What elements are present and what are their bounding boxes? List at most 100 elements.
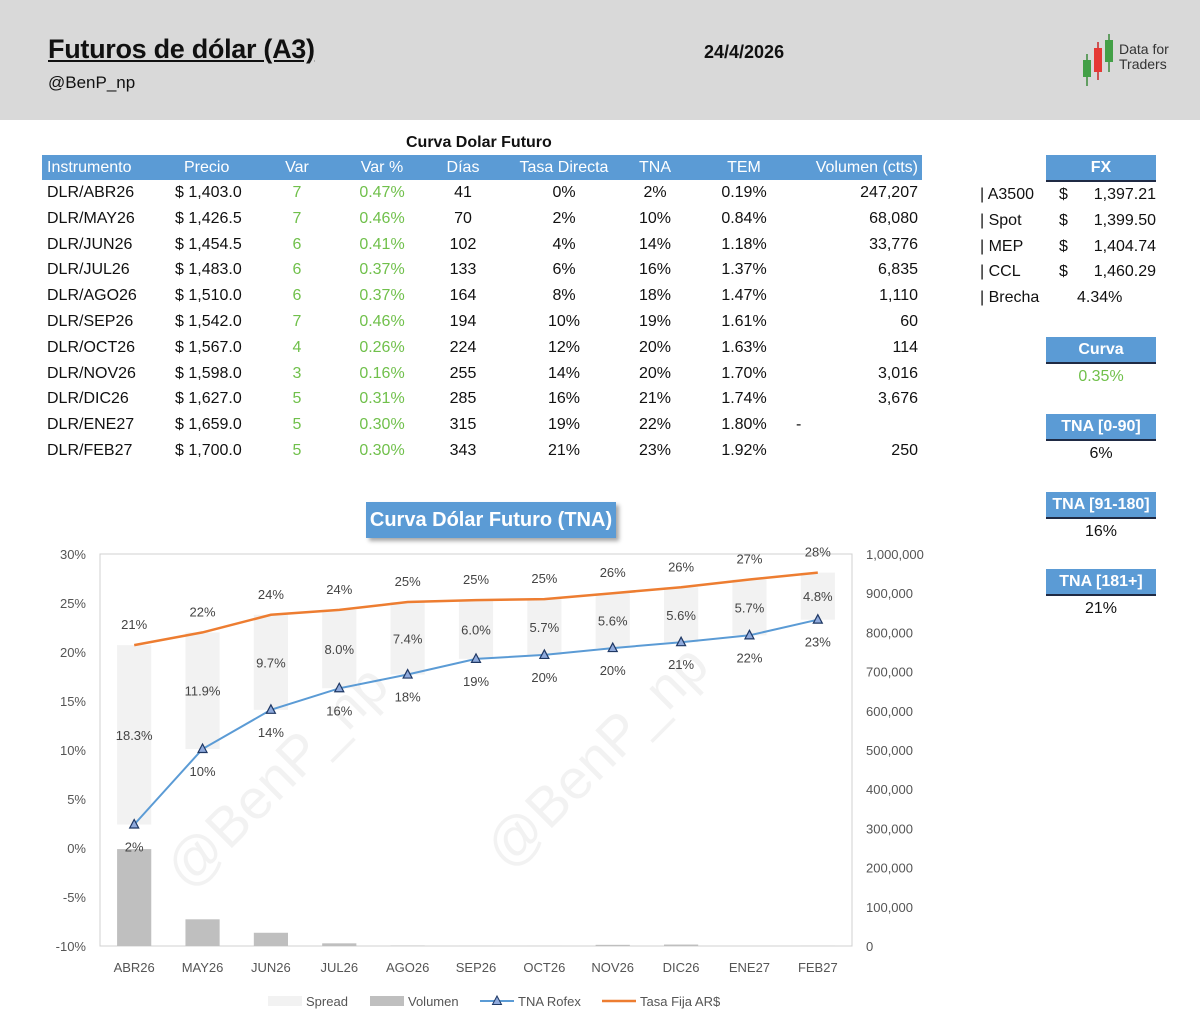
cell-var: 5 [292, 416, 302, 434]
tna-0-90-header: TNA [0-90] [1046, 414, 1156, 441]
cell-tna: 20% [638, 338, 672, 356]
cell-tasa-directa: 10% [547, 312, 581, 330]
cell-var-pct: 0.26% [359, 338, 405, 356]
tna-curve-chart: @BenP_np @BenP_np30%25%20%15%10%5%0%-5%-1… [56, 545, 924, 1009]
col-header-volumen: Volumen (ctts) [815, 159, 918, 176]
fx-header: FX [1046, 155, 1156, 182]
fx-row: | CCL $1,460.29 [980, 259, 1160, 285]
col-header-tasa-directa: Tasa Directa [519, 159, 609, 176]
cell-precio: $ 1,510.0 [175, 287, 242, 305]
candlestick-icon [1083, 34, 1113, 86]
cell-precio: $ 1,598.0 [175, 364, 242, 382]
cell-var: 6 [292, 287, 302, 305]
tna-rofex-point [743, 629, 755, 640]
spread-data-label: 11.9% [185, 684, 221, 699]
tna-rofex-point [470, 652, 482, 663]
cell-var: 6 [292, 235, 302, 253]
spread-data-label: 5.7% [530, 620, 560, 635]
cell-tasa-directa: 19% [547, 416, 581, 434]
legend-swatch-volumen [370, 996, 404, 1006]
fx-rows: | A3500 $1,397.21 | Spot $1,399.50 | MEP $1,4… [980, 182, 1160, 285]
cell-volumen: 3,676 [877, 390, 918, 408]
fx-panel: FX [1046, 155, 1156, 182]
tna-rofex-point [333, 681, 345, 693]
spread-bar [527, 599, 562, 655]
table-body: DLR/ABR26 $ 1,403.0 7 0.47% 41 0% 2% 0.19% 247,2… [42, 180, 922, 464]
page-title: Futuros de dólar (A3) [48, 34, 315, 64]
cell-precio: $ 1,627.0 [175, 390, 242, 408]
cell-tasa-directa: 14% [547, 364, 581, 382]
fx-value: 1,404.74 [1093, 237, 1156, 255]
fx-currency: $ [1059, 237, 1068, 255]
chart-title: Curva Dólar Futuro (TNA) [366, 502, 616, 538]
cell-tna: 20% [638, 364, 672, 382]
cell-var-pct: 0.37% [359, 287, 405, 305]
spread-bar [322, 609, 357, 689]
cell-tasa-directa: 0% [552, 184, 576, 201]
tna-91-180-header: TNA [91-180] [1046, 492, 1156, 519]
spread-data-label: 5.6% [598, 614, 628, 629]
cell-tasa-directa: 21% [547, 441, 581, 459]
x-tick-label: NOV26 [591, 960, 634, 975]
col-header-tem: TEM [727, 159, 761, 176]
table-row: DLR/JUL26 $ 1,483.0 6 0.37% 133 6% 16% 1.37% 6,8… [42, 257, 922, 283]
cell-var: 7 [292, 312, 302, 330]
cell-precio: $ 1,454.5 [175, 235, 242, 253]
cell-var-pct: 0.46% [359, 312, 405, 330]
tasa-fija-data-label: 27% [736, 551, 762, 566]
tasa-fija-data-label: 22% [190, 604, 216, 619]
y-right-tick-label: 800,000 [866, 625, 913, 640]
cell-var-pct: 0.46% [359, 209, 405, 227]
cell-var: 7 [292, 184, 302, 201]
tasa-fija-data-label: 25% [531, 571, 557, 586]
fx-name: | A3500 [980, 186, 1034, 203]
y-left-tick-label: 25% [60, 596, 86, 611]
cell-tem: 1.80% [721, 416, 767, 434]
header-banner: Futuros de dólar (A3) @BenP_np 24/4/2026… [0, 0, 1200, 120]
spread-bar [390, 602, 425, 675]
cell-volumen: 247,207 [860, 184, 918, 201]
y-right-tick-label: 0 [866, 939, 873, 954]
spread-bar [185, 632, 220, 750]
tna-0-90-panel: TNA [0-90] 6% [1046, 414, 1156, 467]
cell-instrumento: DLR/DIC26 [47, 390, 129, 408]
cell-dias: 41 [454, 184, 472, 201]
x-tick-label: DIC26 [663, 960, 700, 975]
volume-bar [117, 849, 152, 946]
tna-rofex-point [402, 668, 414, 679]
legend-label-tna-rofex: TNA Rofex [518, 994, 581, 1009]
spread-bar [800, 572, 835, 620]
cell-instrumento: DLR/OCT26 [47, 338, 136, 356]
table-row: DLR/OCT26 $ 1,567.0 4 0.26% 224 12% 20% 1.63% 11… [42, 335, 922, 361]
cell-var: 5 [292, 441, 302, 459]
tna-181-panel: TNA [181+] 21% [1046, 569, 1156, 622]
table-header-row: Instrumento Precio Var Var % Días Tasa D… [42, 155, 922, 180]
col-header-var: Var [285, 159, 309, 176]
cell-dias: 70 [454, 209, 472, 227]
spread-data-label: 8.0% [324, 642, 354, 657]
fx-currency: $ [1059, 186, 1068, 203]
col-header-tna: TNA [639, 159, 671, 176]
fx-name: | Spot [980, 211, 1022, 229]
col-header-dias: Días [446, 159, 480, 176]
spread-bar [664, 587, 699, 643]
y-left-tick-label: -5% [63, 890, 87, 905]
cell-var-pct: 0.30% [359, 416, 405, 434]
cell-instrumento: DLR/SEP26 [47, 312, 134, 330]
cell-tem: 1.74% [721, 390, 767, 408]
table-row: DLR/FEB27 $ 1,700.0 5 0.30% 343 21% 23% 1.92% 25… [42, 438, 922, 464]
futures-table: Instrumento Precio Var Var % Días Tasa D… [42, 155, 922, 464]
y-right-tick-label: 300,000 [866, 821, 913, 836]
tna-rofex-point [128, 818, 140, 829]
y-right-tick-label: 400,000 [866, 782, 913, 797]
fx-row: | MEP $1,404.74 [980, 234, 1160, 260]
cell-dias: 102 [449, 235, 477, 253]
y-right-tick-label: 500,000 [866, 743, 913, 758]
cell-tna: 18% [638, 287, 672, 305]
cell-dias: 285 [449, 390, 477, 408]
spread-bar [253, 614, 288, 710]
tasa-fija-data-label: 25% [463, 572, 489, 587]
cell-precio: $ 1,542.0 [175, 312, 242, 330]
fx-list: | A3500 $1,397.21 | Spot $1,399.50 | MEP $1,4… [980, 182, 1160, 311]
cell-precio: $ 1,403.0 [175, 184, 242, 201]
